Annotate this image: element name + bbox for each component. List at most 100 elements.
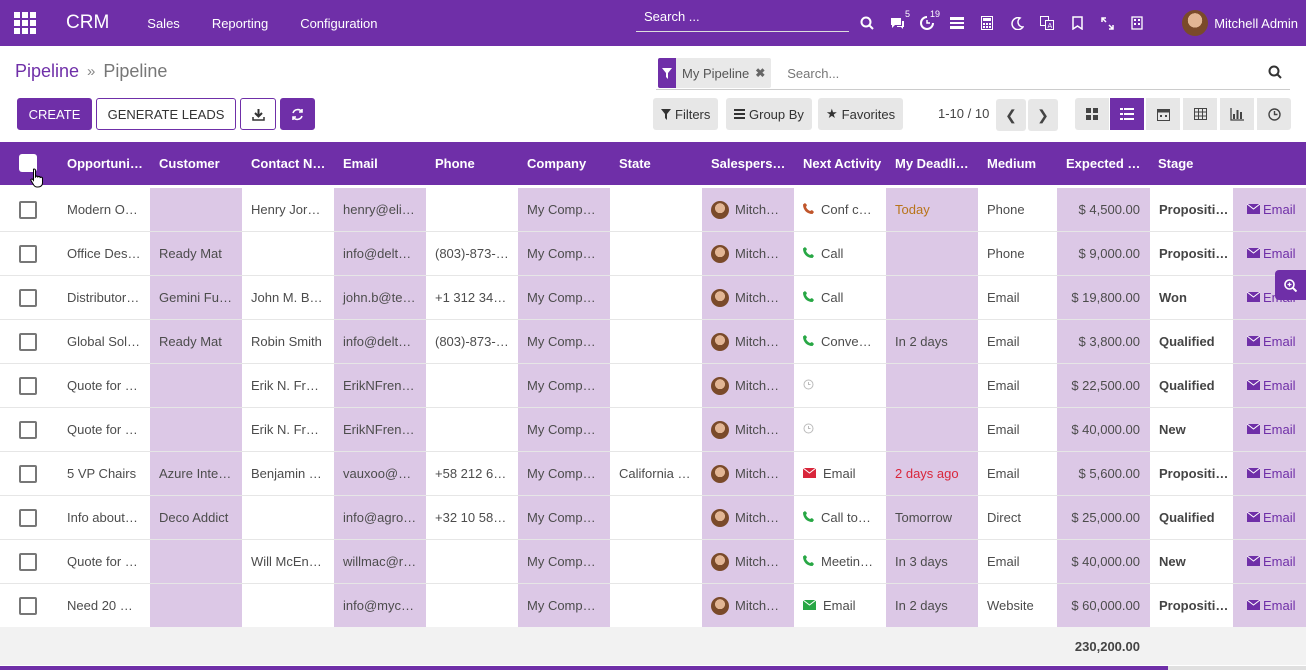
breadcrumb-parent[interactable]: Pipeline [15,61,80,81]
table-row[interactable]: Distributor… Gemini Fu… John M. B… john.b@t… [0,276,1306,320]
horizontal-scrollbar[interactable] [0,666,1306,670]
avatar [711,288,729,307]
navbar-search-input[interactable]: Search ... [636,5,849,32]
cell-next-activity[interactable]: Email [794,584,886,627]
row-checkbox[interactable] [19,509,37,527]
cell-medium: Email [978,276,1057,319]
column-company[interactable]: Company [527,156,587,171]
pivot-view-button[interactable] [1183,98,1217,130]
export-button[interactable] [240,98,276,130]
cell-next-activity[interactable]: Conf c… [794,188,886,231]
column-email[interactable]: Email [343,156,378,171]
table-row[interactable]: Quote for … Erik N. Fr… ErikNFren… My Comp…… [0,364,1306,408]
cell-phone: +32 10 58… [426,496,518,539]
cell-email-action[interactable]: Email [1233,364,1306,407]
table-row[interactable]: Quote for … Erik N. Fr… ErikNFren… My Comp…… [0,408,1306,452]
list-view-button[interactable] [1110,98,1144,130]
search-facet[interactable]: My Pipeline ✖ [658,58,772,88]
column-my-deadline[interactable]: My Deadli… [895,156,969,171]
table-row[interactable]: 5 VP Chairs Azure Inte… Benjamin … vauxoo@…… [0,452,1306,496]
cell-next-activity[interactable]: Conve… [794,320,886,363]
search-icon[interactable] [852,0,882,46]
menu-configuration[interactable]: Configuration [300,15,378,31]
calculator-icon[interactable] [972,0,1002,46]
calendar-view-button[interactable] [1146,98,1180,130]
row-checkbox[interactable] [19,377,37,395]
bookmark-icon[interactable] [1062,0,1092,46]
row-checkbox[interactable] [19,289,37,307]
cell-email-action[interactable]: Email [1233,496,1306,539]
table-row[interactable]: Need 20 … info@myc… My Comp… Mitch… Email In … [0,584,1306,628]
cell-email-action[interactable]: Email [1233,232,1306,275]
column-phone[interactable]: Phone [435,156,475,171]
table-row[interactable]: Office Des… Ready Mat info@delt… (803)-873-… [0,232,1306,276]
menu-reporting[interactable]: Reporting [211,15,269,31]
cell-next-activity[interactable]: Call [794,276,886,319]
kanban-view-button[interactable] [1075,98,1109,130]
company-icon[interactable] [1122,0,1152,46]
pager-value[interactable]: 1-10 / 10 [938,106,990,121]
table-row[interactable]: Quote for … Will McEn… willmac@r… My Comp… M… [0,540,1306,584]
graph-view-button[interactable] [1220,98,1254,130]
favorites-button[interactable]: ★ Favorites [818,98,904,130]
table-row[interactable]: Global Sol… Ready Mat Robin Smith info@delt… [0,320,1306,364]
column-contact-name[interactable]: Contact N… [251,156,326,171]
cell-stage: Qualified [1150,320,1233,363]
generate-leads-button[interactable]: GENERATE LEADS [96,98,236,130]
column-opportunity[interactable]: Opportunit… [67,156,145,171]
column-customer[interactable]: Customer [159,156,220,171]
select-all-checkbox[interactable] [19,154,37,172]
column-salesperson[interactable]: Salespers… [711,156,786,171]
search-icon[interactable] [1268,65,1290,82]
refresh-button[interactable] [280,98,315,130]
filters-button[interactable]: Filters [653,98,719,130]
row-checkbox[interactable] [19,465,37,483]
cell-my-deadline-text: Today [895,202,930,217]
cell-email-action[interactable]: Email [1233,540,1306,583]
apps-menu-icon[interactable] [14,12,36,34]
cell-email-action[interactable]: Email [1233,584,1306,627]
translate-icon[interactable]: A [1032,0,1062,46]
facet-close-icon[interactable]: ✖ [755,66,766,80]
cell-next-activity[interactable]: Call [794,232,886,275]
search-input[interactable]: Search... [787,65,840,81]
row-checkbox[interactable] [19,553,37,571]
cell-next-activity[interactable]: Call to… [794,496,886,539]
user-menu[interactable]: Mitchell Admin [1182,0,1298,46]
row-checkbox[interactable] [19,597,37,615]
cell-next-activity[interactable]: Email [794,452,886,495]
app-brand[interactable]: CRM [66,12,110,33]
column-expected-revenue[interactable]: Expected … [1066,156,1141,171]
column-state[interactable]: State [619,156,651,171]
column-medium[interactable]: Medium [987,156,1037,171]
column-next-activity[interactable]: Next Activity [803,156,882,171]
table-row[interactable]: Info about… Deco Addict info@agro… +32 10 5… [0,496,1306,540]
cell-next-activity[interactable]: Meetin… [794,540,886,583]
activities-icon[interactable]: 19 [912,0,942,46]
row-checkbox[interactable] [19,421,37,439]
messages-icon[interactable]: 5 [882,0,912,46]
cell-email-action[interactable]: Email [1233,452,1306,495]
pager-next-button[interactable]: ❯ [1028,99,1058,131]
create-button[interactable]: CREATE [17,98,92,130]
cell-email-action[interactable]: Email [1233,188,1306,231]
column-stage[interactable]: Stage [1158,156,1194,171]
activity-view-button[interactable] [1257,98,1291,130]
menu-sales[interactable]: Sales [147,15,180,31]
cell-next-activity[interactable] [794,364,886,407]
pager-previous-button[interactable]: ❮ [996,99,1026,131]
group-by-button[interactable]: Group By [726,98,812,130]
preferences-icon[interactable] [942,0,972,46]
cell-next-activity[interactable] [794,408,886,451]
cell-email-action[interactable]: Email [1233,408,1306,451]
row-checkbox[interactable] [19,333,37,351]
fullscreen-icon[interactable] [1092,0,1122,46]
zoom-icon[interactable] [1275,270,1306,300]
dark-mode-icon[interactable] [1002,0,1032,46]
scrollbar-thumb[interactable] [0,666,1168,670]
cell-stage-text: Qualified [1159,510,1215,525]
table-row[interactable]: Modern O… Henry Jor… henry@eli… My Comp… Mit… [0,188,1306,232]
row-checkbox[interactable] [19,245,37,263]
row-checkbox[interactable] [19,201,37,219]
cell-email-action[interactable]: Email [1233,320,1306,363]
